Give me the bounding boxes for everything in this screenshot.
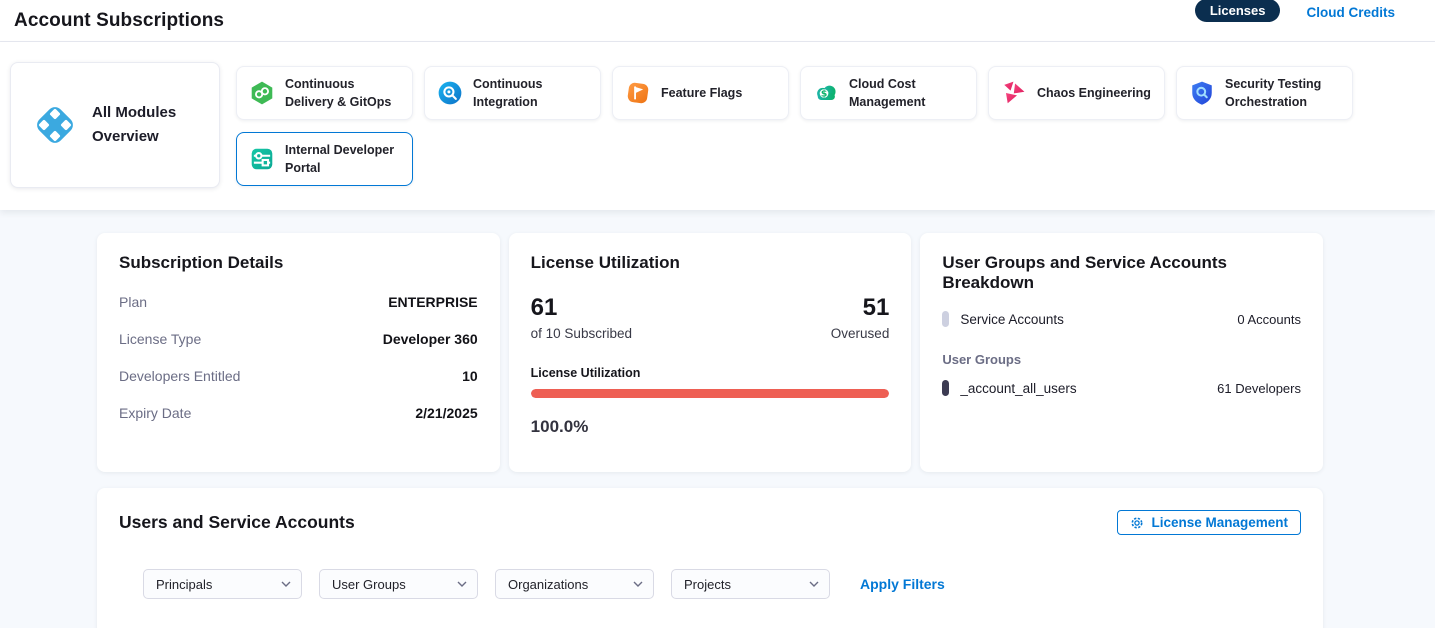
module-card-cd-gitops[interactable]: Continuous Delivery & GitOps	[236, 66, 413, 120]
subscription-row-developers-entitled: Developers Entitled 10	[119, 368, 478, 384]
user-group-value: 61 Developers	[1217, 380, 1301, 396]
license-numbers: 61 of 10 Subscribed 51 Overused	[530, 294, 890, 342]
chevron-down-icon	[633, 581, 643, 587]
utilization-percent: 100.0%	[530, 417, 589, 437]
module-card-ci[interactable]: Continuous Integration	[424, 66, 601, 120]
used-caption: of 10 Subscribed	[530, 326, 632, 342]
overused-block: 51 Overused	[830, 294, 890, 342]
feature-flags-icon	[625, 80, 651, 106]
module-card-label: Continuous Integration	[473, 76, 543, 109]
row-label: Expiry Date	[119, 405, 192, 421]
utilization-bar-fill	[530, 389, 890, 399]
all-modules-overview-label: All Modules Overview	[92, 104, 177, 145]
module-card-feature-flags[interactable]: Feature Flags	[612, 66, 789, 120]
dropdown-label: Principals	[156, 576, 213, 592]
utilization-bar-label: License Utilization	[530, 366, 641, 381]
dropdown-label: Projects	[684, 576, 731, 592]
license-utilization-card: License Utilization 61 of 10 Subscribed …	[508, 233, 912, 472]
cloud-cost-icon: $	[813, 80, 839, 106]
projects-dropdown[interactable]: Projects	[671, 569, 830, 599]
all-modules-overview-card[interactable]: All Modules Overview	[10, 62, 220, 188]
service-accounts-marker	[942, 311, 950, 327]
user-groups-heading: User Groups	[942, 352, 1022, 367]
row-value: 2/21/2025	[415, 405, 478, 421]
chevron-down-icon	[457, 581, 467, 587]
breakdown-card: User Groups and Service Accounts Breakdo…	[920, 233, 1323, 472]
user-group-label: _account_all_users	[960, 380, 1077, 396]
service-accounts-row: Service Accounts 0 Accounts	[942, 311, 1301, 327]
overused-caption: Overused	[830, 326, 890, 342]
internal-developer-portal-icon	[249, 146, 275, 172]
chevron-down-icon	[809, 581, 819, 587]
module-card-label: Cloud Cost Management	[849, 76, 926, 109]
header-tabs: Licenses Cloud Credits	[1194, 0, 1395, 22]
utilization-bar-track	[530, 389, 890, 399]
dropdown-label: User Groups	[332, 576, 406, 592]
licenses-tab[interactable]: Licenses	[1194, 0, 1281, 22]
principals-dropdown[interactable]: Principals	[143, 569, 302, 599]
module-card-label: Continuous Delivery & GitOps	[285, 76, 392, 109]
row-value: ENTERPRISE	[388, 294, 478, 310]
module-card-chaos[interactable]: Chaos Engineering	[988, 66, 1165, 120]
subscription-row-expiry-date: Expiry Date 2/21/2025	[119, 405, 478, 421]
apply-filters-link[interactable]: Apply Filters	[860, 576, 945, 592]
subscription-details-title: Subscription Details	[119, 253, 284, 272]
module-card-ccm[interactable]: $ Cloud Cost Management	[800, 66, 977, 120]
module-card-idp[interactable]: Internal Developer Portal	[236, 132, 413, 186]
user-groups-dropdown[interactable]: User Groups	[319, 569, 478, 599]
used-count: 61	[530, 294, 558, 321]
cd-gitops-icon	[249, 80, 275, 106]
breakdown-title: User Groups and Service Accounts Breakdo…	[942, 253, 1228, 292]
module-card-label: Feature Flags	[661, 85, 743, 100]
user-group-row: _account_all_users 61 Developers	[942, 380, 1301, 396]
subscription-details-card: Subscription Details Plan ENTERPRISE Lic…	[97, 233, 500, 472]
row-label: License Type	[119, 331, 202, 347]
svg-text:$: $	[821, 89, 827, 100]
overused-count: 51	[862, 294, 890, 321]
subscription-row-plan: Plan ENTERPRISE	[119, 294, 478, 310]
chaos-engineering-icon	[1001, 80, 1027, 106]
row-value: Developer 360	[382, 331, 478, 347]
service-accounts-label: Service Accounts	[960, 311, 1064, 327]
user-group-marker	[942, 380, 950, 396]
page-title: Account Subscriptions	[14, 9, 225, 31]
users-service-accounts-card: Users and Service Accounts License Manag…	[97, 488, 1323, 628]
page-header: Account Subscriptions Licenses Cloud Cre…	[0, 0, 1435, 42]
module-card-label: Security Testing Orchestration	[1225, 76, 1322, 109]
service-accounts-value: 0 Accounts	[1237, 311, 1301, 327]
all-modules-icon	[31, 101, 79, 149]
subscription-row-license-type: License Type Developer 360	[119, 331, 478, 347]
module-card-label: Internal Developer Portal	[285, 142, 395, 175]
row-label: Plan	[119, 294, 148, 310]
row-label: Developers Entitled	[119, 368, 241, 384]
organizations-dropdown[interactable]: Organizations	[495, 569, 654, 599]
row-value: 10	[462, 368, 478, 384]
license-utilization-title: License Utilization	[530, 253, 680, 272]
gear-icon	[1130, 516, 1144, 530]
module-cards: Continuous Delivery & GitOps Continuous …	[236, 66, 1425, 188]
cloud-credits-tab[interactable]: Cloud Credits	[1306, 5, 1395, 20]
module-bar: All Modules Overview Continuous Delivery…	[0, 42, 1435, 210]
security-testing-icon	[1189, 80, 1215, 106]
dropdown-label: Organizations	[508, 576, 589, 592]
users-header: Users and Service Accounts License Manag…	[119, 510, 1301, 535]
module-card-label: Chaos Engineering	[1037, 85, 1151, 100]
module-card-sto[interactable]: Security Testing Orchestration	[1176, 66, 1353, 120]
used-block: 61 of 10 Subscribed	[530, 294, 632, 342]
chevron-down-icon	[281, 581, 291, 587]
ci-icon	[437, 80, 463, 106]
summary-cards-row: Subscription Details Plan ENTERPRISE Lic…	[97, 233, 1323, 472]
license-management-label: License Management	[1151, 515, 1288, 530]
filters-row: Principals User Groups Organizations Pro…	[143, 569, 1301, 599]
users-title: Users and Service Accounts	[119, 512, 355, 532]
license-management-button[interactable]: License Management	[1117, 510, 1301, 535]
